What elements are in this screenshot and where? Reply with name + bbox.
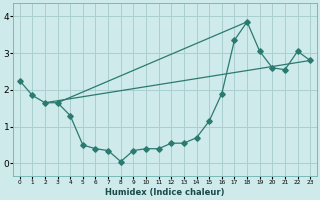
X-axis label: Humidex (Indice chaleur): Humidex (Indice chaleur) bbox=[105, 188, 225, 197]
